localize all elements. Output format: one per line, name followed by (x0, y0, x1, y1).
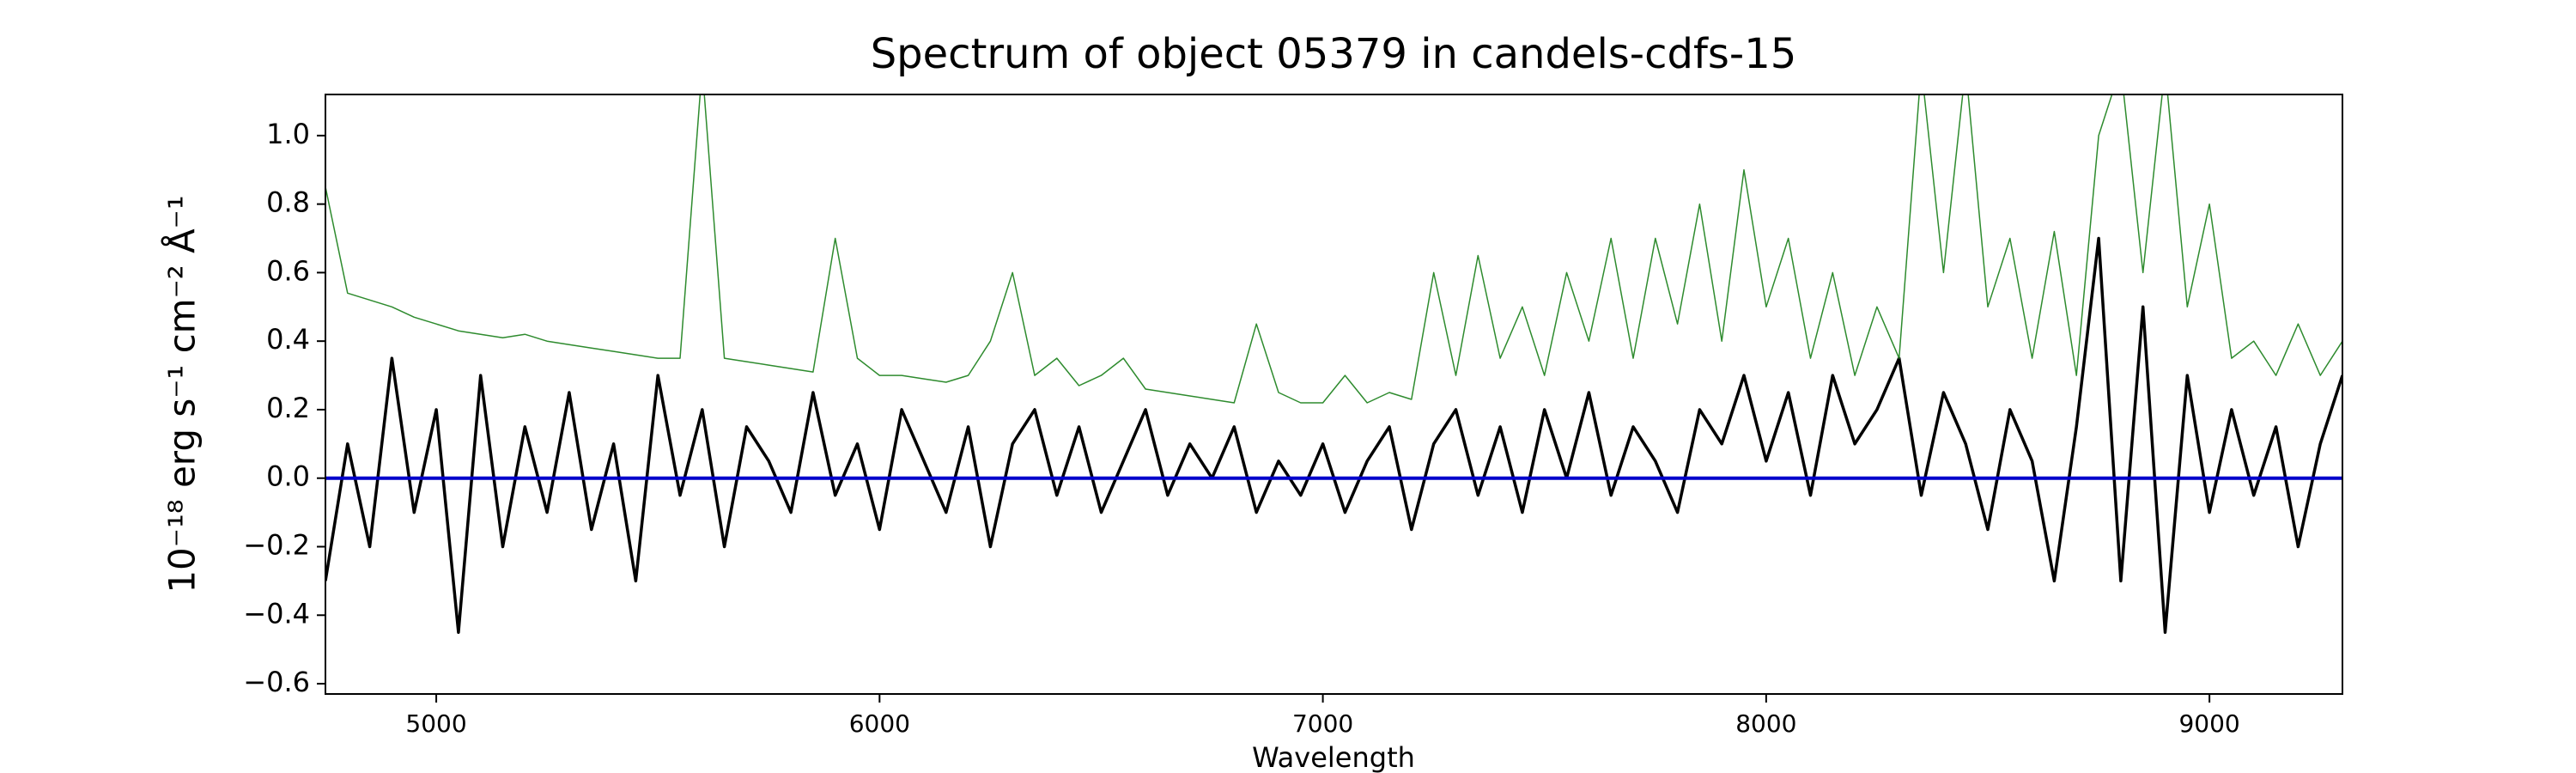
y-tick-label: 0.8 (266, 186, 310, 219)
y-tick-label: −0.6 (243, 666, 310, 698)
y-tick-label: 0.2 (266, 392, 310, 424)
plot-frame (325, 94, 2343, 695)
x-tick-label: 7000 (1292, 709, 1353, 738)
chart-title: Spectrum of object 05379 in candels-cdfs… (871, 30, 1797, 78)
y-tick-label: −0.2 (243, 528, 310, 561)
y-tick-label: −0.4 (243, 597, 310, 630)
y-axis-label: 10⁻¹⁸ erg s⁻¹ cm⁻² Å⁻¹ (161, 195, 204, 593)
x-axis-label: Wavelength (1252, 741, 1415, 773)
series-line (325, 236, 2342, 634)
y-tick-label: 0.6 (266, 254, 310, 287)
x-tick-label: 9000 (2178, 709, 2239, 738)
y-tick-label: 0.4 (266, 323, 310, 356)
x-tick-label: 6000 (849, 709, 910, 738)
series-line (325, 94, 2342, 404)
x-tick-label: 8000 (1735, 709, 1796, 738)
plot-area (325, 94, 2342, 634)
y-tick-label: 0.0 (266, 460, 310, 493)
y-tick-label: 1.0 (266, 118, 310, 150)
x-tick-label: 5000 (405, 709, 466, 738)
